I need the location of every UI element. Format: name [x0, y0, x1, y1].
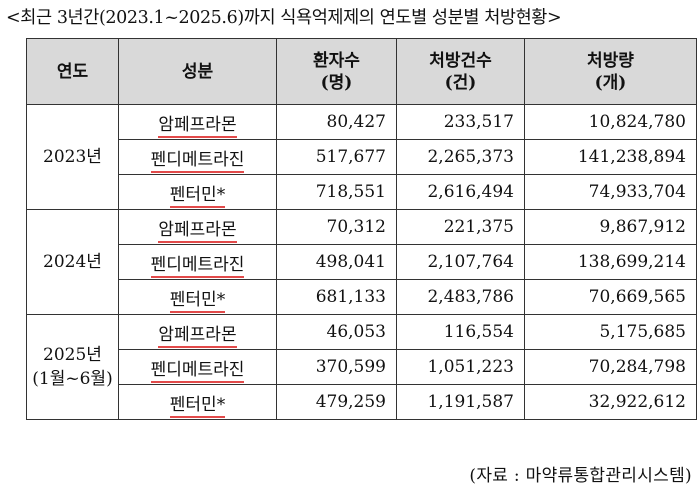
patients-cell: 370,599: [276, 349, 397, 385]
prescriptions-cell: 116,554: [396, 314, 525, 350]
header-year: 연도: [26, 38, 119, 105]
volume-cell: 138,699,214: [524, 244, 697, 280]
component-name: 암페프라몬: [158, 219, 237, 243]
component-cell: 펜디메트라진: [118, 244, 277, 280]
component-cell: 암페프라몬: [118, 314, 277, 350]
component-cell: 암페프라몬: [118, 209, 277, 245]
prescriptions-cell: 2,107,764: [396, 244, 525, 280]
table-title: <최근 3년간(2023.1~2025.6)까지 식욕억제제의 연도별 성분별 …: [6, 8, 562, 28]
prescriptions-cell: 2,265,373: [396, 139, 525, 175]
header-patients-unit: (명): [320, 72, 353, 93]
component-cell: 펜디메트라진: [118, 139, 277, 175]
year-cell: 2024년: [26, 209, 119, 315]
year-cell: 2023년: [26, 104, 119, 210]
volume-cell: 70,284,798: [524, 349, 697, 385]
volume-cell: 141,238,894: [524, 139, 697, 175]
component-cell: 펜터민*: [118, 384, 277, 420]
table-row: 2025년 (1월~6월) 암페프라몬 46,053 116,554 5,175,685: [26, 314, 697, 420]
header-volume-label: 처방량: [587, 50, 634, 71]
header-volume: 처방량 (개): [524, 38, 697, 105]
header-prescriptions-label: 처방건수: [429, 50, 492, 71]
component-name: 펜디메트라진: [150, 254, 245, 278]
prescriptions-cell: 1,191,587: [396, 384, 525, 420]
component-name: 펜터민*: [169, 289, 226, 313]
prescriptions-cell: 221,375: [396, 209, 525, 245]
component-name: 펜디메트라진: [150, 149, 245, 173]
header-row: 연도 성분 환자수 (명) 처방건수 (건) 처방량 (개): [26, 38, 697, 105]
component-name: 펜디메트라진: [150, 359, 245, 383]
table-body: 2023년 암페프라몬 80,427 233,517 10,824,780 펜디메트라진 5…: [26, 104, 697, 420]
year-cell: 2025년 (1월~6월): [26, 314, 119, 420]
component-cell: 펜터민*: [118, 174, 277, 210]
volume-cell: 32,922,612: [524, 384, 697, 420]
component-name: 펜터민*: [169, 394, 226, 418]
patients-cell: 46,053: [276, 314, 397, 350]
table-row: 2023년 암페프라몬 80,427 233,517 10,824,780: [26, 104, 697, 210]
patients-cell: 70,312: [276, 209, 397, 245]
header-component: 성분: [118, 38, 277, 105]
table-row: 펜디메트라진 517,677 2,265,373 141,238,894: [27, 139, 697, 175]
table-row: 2024년 암페프라몬 70,312 221,375 9,867,912: [26, 209, 697, 315]
header-volume-unit: (개): [594, 72, 627, 93]
table-row: 펜터민* 479,259 1,191,587 32,922,612: [27, 384, 697, 420]
prescriptions-cell: 233,517: [396, 104, 525, 140]
year-label: 2025년: [43, 345, 102, 365]
table-row: 펜터민* 681,133 2,483,786 70,669,565: [27, 279, 697, 315]
component-cell: 암페프라몬: [118, 104, 277, 140]
volume-cell: 10,824,780: [524, 104, 697, 140]
table-row: 펜디메트라진 498,041 2,107,764 138,699,214: [27, 244, 697, 280]
volume-cell: 70,669,565: [524, 279, 697, 315]
source-note: (자료 : 마약류통합관리시스템): [469, 466, 692, 486]
header-prescriptions: 처방건수 (건): [396, 38, 525, 105]
patients-cell: 681,133: [276, 279, 397, 315]
patients-cell: 517,677: [276, 139, 397, 175]
patients-cell: 479,259: [276, 384, 397, 420]
patients-cell: 718,551: [276, 174, 397, 210]
table-row: 펜터민* 718,551 2,616,494 74,933,704: [27, 174, 697, 210]
year-label: (1월~6월): [32, 369, 113, 389]
volume-cell: 74,933,704: [524, 174, 697, 210]
header-patients: 환자수 (명): [276, 38, 397, 105]
year-label: 2023년: [43, 147, 102, 167]
component-cell: 펜터민*: [118, 279, 277, 315]
prescriptions-cell: 2,616,494: [396, 174, 525, 210]
volume-cell: 5,175,685: [524, 314, 697, 350]
patients-cell: 498,041: [276, 244, 397, 280]
prescriptions-cell: 2,483,786: [396, 279, 525, 315]
component-name: 암페프라몬: [158, 324, 237, 348]
component-name: 펜터민*: [169, 184, 226, 208]
year-label: 2024년: [43, 252, 102, 272]
patients-cell: 80,427: [276, 104, 397, 140]
component-cell: 펜디메트라진: [118, 349, 277, 385]
volume-cell: 9,867,912: [524, 209, 697, 245]
component-name: 암페프라몬: [158, 114, 237, 138]
table-row: 펜디메트라진 370,599 1,051,223 70,284,798: [27, 349, 697, 385]
header-patients-label: 환자수: [313, 50, 360, 71]
header-prescriptions-unit: (건): [444, 72, 477, 93]
prescriptions-cell: 1,051,223: [396, 349, 525, 385]
